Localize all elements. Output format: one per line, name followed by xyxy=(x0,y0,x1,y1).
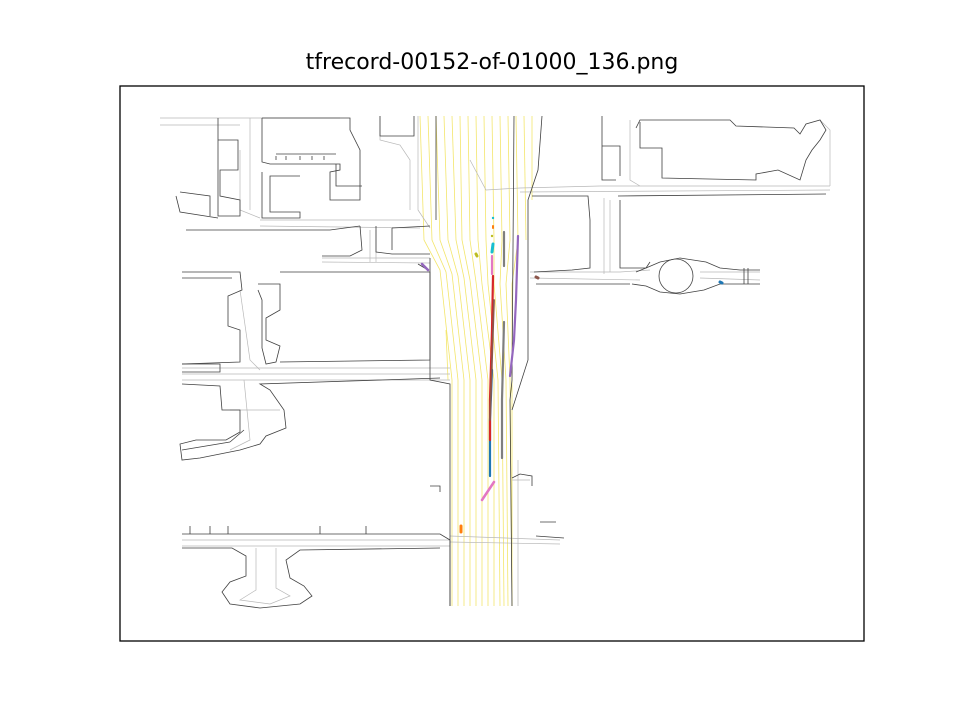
agent-track xyxy=(718,280,724,285)
lane-centerlines xyxy=(419,115,533,607)
agent-track xyxy=(420,262,430,272)
road-network xyxy=(160,115,831,609)
plot-frame xyxy=(119,85,865,642)
agent-track xyxy=(474,252,479,258)
agent-marker xyxy=(491,216,495,220)
road-edges xyxy=(175,115,827,609)
agent-track xyxy=(490,242,495,254)
agent-track xyxy=(534,275,540,280)
agent-marker xyxy=(490,234,494,238)
agent-track xyxy=(500,320,506,460)
agent-track xyxy=(508,234,520,378)
agent-track xyxy=(489,299,495,421)
lane-boundaries xyxy=(160,116,831,606)
figure-title: tfrecord-00152-of-01000_136.png xyxy=(305,50,679,75)
agent-trajectories xyxy=(420,216,724,534)
agent-track xyxy=(480,480,496,502)
